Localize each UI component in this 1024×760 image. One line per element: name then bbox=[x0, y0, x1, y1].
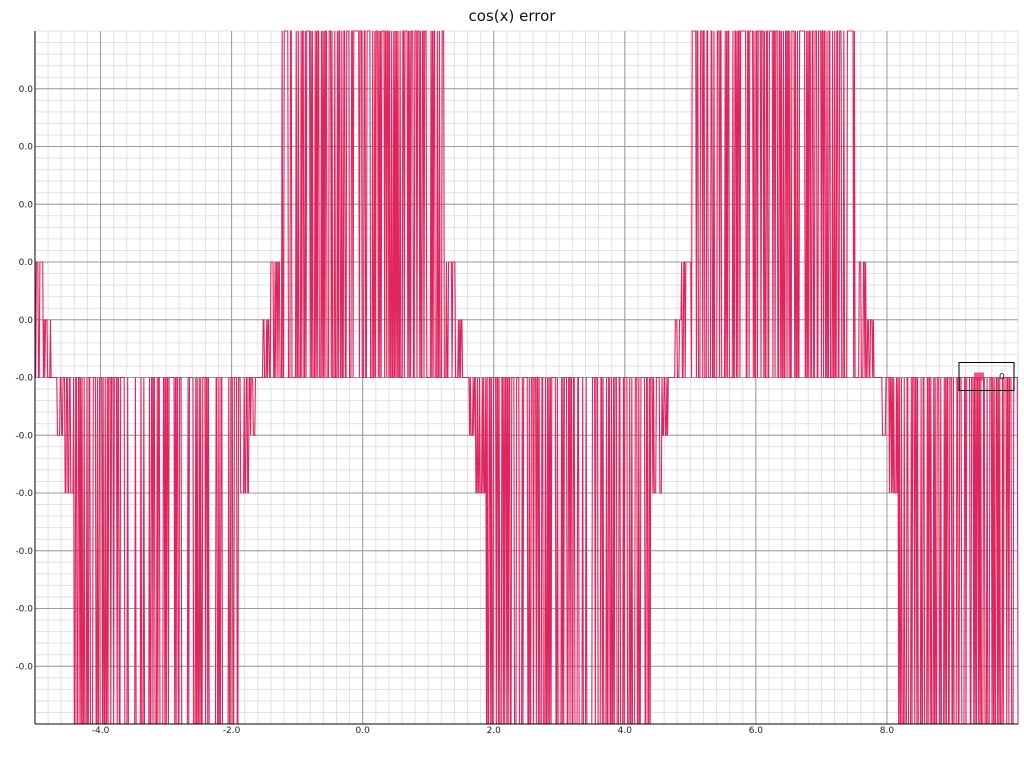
chart-title: cos(x) error bbox=[468, 7, 556, 25]
x-tick-label: 4.0 bbox=[618, 726, 633, 736]
y-tick-label: -0.0 bbox=[15, 662, 33, 672]
x-tick-label: -2.0 bbox=[223, 726, 241, 736]
y-tick-label: 0.0 bbox=[19, 316, 34, 326]
y-tick-label: 0.0 bbox=[19, 200, 34, 210]
y-tick-label: 0.0 bbox=[19, 258, 34, 268]
y-tick-label: -0.0 bbox=[15, 374, 33, 384]
y-tick-labels: 0.0 0.0 0.0 0.0 0.0 -0.0 -0.0 -0.0 -0.0 -0.0 -0.0 bbox=[15, 85, 33, 673]
axes bbox=[34, 31, 1018, 725]
y-tick-label: -0.0 bbox=[15, 489, 33, 499]
legend: 0 bbox=[958, 362, 1015, 391]
x-tick-label: 2.0 bbox=[487, 726, 502, 736]
x-tick-label: 8.0 bbox=[880, 726, 895, 736]
y-tick-label: -0.0 bbox=[15, 547, 33, 557]
y-tick-label: 0.0 bbox=[19, 143, 34, 153]
y-tick-label: -0.0 bbox=[15, 431, 33, 441]
y-tick-label: -0.0 bbox=[15, 605, 33, 615]
x-tick-labels: -4.0 -2.0 0.0 2.0 4.0 6.0 8.0 bbox=[92, 726, 895, 736]
x-tick-label: 6.0 bbox=[749, 726, 764, 736]
legend-swatch bbox=[974, 372, 984, 381]
y-tick-label: 0.0 bbox=[19, 85, 34, 95]
legend-label: 0 bbox=[999, 373, 1005, 383]
x-tick-label: 0.0 bbox=[356, 726, 371, 736]
legend-box bbox=[958, 362, 1015, 391]
series-line bbox=[34, 30, 1019, 725]
x-tick-label: -4.0 bbox=[92, 726, 110, 736]
series-layer bbox=[34, 30, 1019, 725]
